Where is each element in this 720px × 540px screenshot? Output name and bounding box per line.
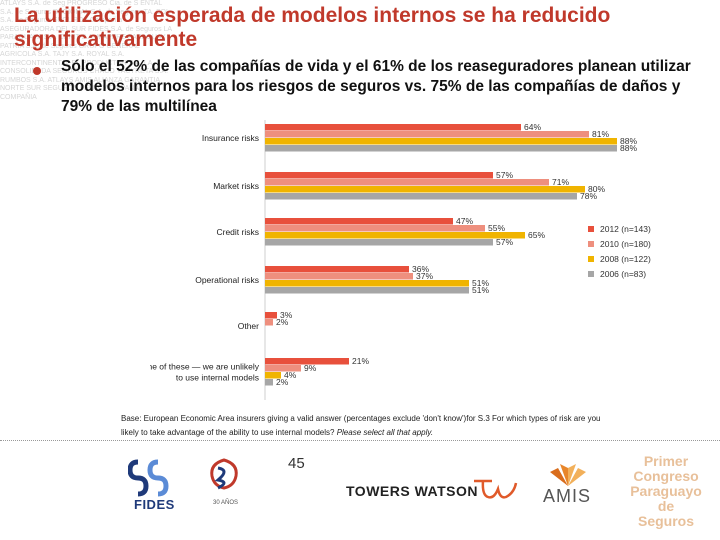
data-label: 47% — [456, 216, 473, 226]
amis-logo-icon — [550, 464, 586, 486]
anniversary-logo-icon — [210, 458, 238, 490]
legend-swatch — [588, 226, 594, 232]
legend-label: 2008 (n=122) — [600, 254, 651, 264]
bar — [265, 138, 617, 145]
congreso-line-1: Primer — [643, 453, 689, 469]
data-label: 57% — [496, 237, 513, 247]
data-label: 21% — [352, 356, 369, 366]
bar — [265, 225, 485, 232]
bar — [265, 232, 525, 239]
legend-label: 2010 (n=180) — [600, 239, 651, 249]
bar — [265, 287, 469, 294]
data-label: 57% — [496, 170, 513, 180]
congreso-line-4: de Seguros — [637, 498, 694, 529]
category-label: Credit risks — [216, 227, 259, 237]
towers-watson-mark-icon — [474, 479, 518, 499]
data-label: 2% — [276, 377, 289, 387]
bar — [265, 273, 413, 280]
legend-swatch — [588, 271, 594, 277]
legend-swatch — [588, 256, 594, 262]
data-label: 4% — [284, 370, 297, 380]
category-label: Operational risks — [195, 275, 259, 285]
data-label: 71% — [552, 177, 569, 187]
category-label: Insurance risks — [202, 133, 259, 143]
bullet-text: Sólo el 52% de las compañías de vida y e… — [61, 58, 691, 115]
page-number: 45 — [288, 455, 305, 472]
slide-title: La utilización esperada de modelos inter… — [14, 4, 611, 51]
category-label: None of these — we are unlikely — [150, 362, 260, 372]
footnote-line-1: Base: European Economic Area insurers gi… — [121, 414, 601, 423]
category-label: Market risks — [213, 181, 259, 191]
data-label: 80% — [588, 184, 605, 194]
footnote-line-2-normal: likely to take advantage of the ability … — [121, 428, 337, 437]
footnote-line-2: likely to take advantage of the ability … — [121, 426, 720, 440]
congreso-logo: Primer Congreso Paraguayo de Seguros — [630, 454, 702, 529]
congreso-line-2: Congreso — [633, 468, 699, 484]
background-watermark-text: ATLAYS S.A. de Seg PROGRESO Cia. de S EN… — [0, 0, 172, 101]
congreso-line-3: Paraguayo — [630, 483, 702, 499]
bar — [265, 179, 549, 186]
bar — [265, 365, 301, 372]
bar — [265, 124, 521, 131]
category-label: Other — [238, 321, 259, 331]
bar — [265, 358, 349, 365]
bar — [265, 266, 409, 273]
bar — [265, 193, 577, 200]
bar — [265, 312, 277, 319]
category-label: to use internal models — [176, 373, 259, 383]
data-label: 65% — [528, 230, 545, 240]
bar — [265, 218, 453, 225]
data-label: 88% — [620, 136, 637, 146]
bullet-dot — [33, 67, 41, 75]
data-label: 51% — [472, 285, 489, 295]
bar — [265, 319, 273, 326]
legend-swatch — [588, 241, 594, 247]
bar — [265, 280, 469, 287]
data-label: 64% — [524, 122, 541, 132]
amis-logo-text: AMIS — [543, 486, 592, 506]
bar-chart: Insurance risks 64% 81% 88%88% Market risks 5… — [150, 120, 651, 400]
bar — [265, 131, 589, 138]
legend-label: 2006 (n=83) — [600, 269, 646, 279]
data-label: 88% — [620, 143, 637, 153]
data-label: 36% — [412, 264, 429, 274]
bar — [265, 239, 493, 246]
data-label: 37% — [416, 271, 433, 281]
data-label: 81% — [592, 129, 609, 139]
data-label: 51% — [472, 278, 489, 288]
data-label: 2% — [276, 317, 289, 327]
footer-divider — [0, 440, 720, 441]
anniversary-logo-text: 30 AÑOS — [213, 500, 239, 506]
fides-logo-text: FIDES — [134, 497, 175, 512]
bar — [265, 186, 585, 193]
footnote: Base: European Economic Area insurers gi… — [121, 412, 720, 440]
bar — [265, 145, 617, 152]
bar — [265, 372, 281, 379]
footnote-line-2-italic: Please select all that apply. — [336, 428, 434, 437]
legend-label: 2012 (n=143) — [600, 224, 651, 234]
data-label: 55% — [488, 223, 505, 233]
bar — [265, 379, 273, 386]
fides-logo-icon — [128, 459, 169, 497]
data-label: 78% — [580, 191, 597, 201]
bar — [265, 172, 493, 179]
data-label: 3% — [280, 310, 293, 320]
towers-watson-logo-text: TOWERS WATSON — [346, 483, 478, 499]
data-label: 9% — [304, 363, 317, 373]
